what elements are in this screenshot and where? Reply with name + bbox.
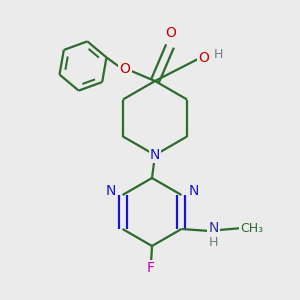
Text: H: H [209,236,218,248]
Text: O: O [166,26,176,40]
Text: F: F [147,261,155,275]
Text: O: O [199,51,209,65]
Text: N: N [150,148,160,162]
Text: H: H [213,49,223,62]
Text: O: O [120,62,130,76]
Text: CH₃: CH₃ [240,221,263,235]
Text: N: N [208,221,219,235]
Text: N: N [188,184,199,198]
Text: N: N [105,184,116,198]
